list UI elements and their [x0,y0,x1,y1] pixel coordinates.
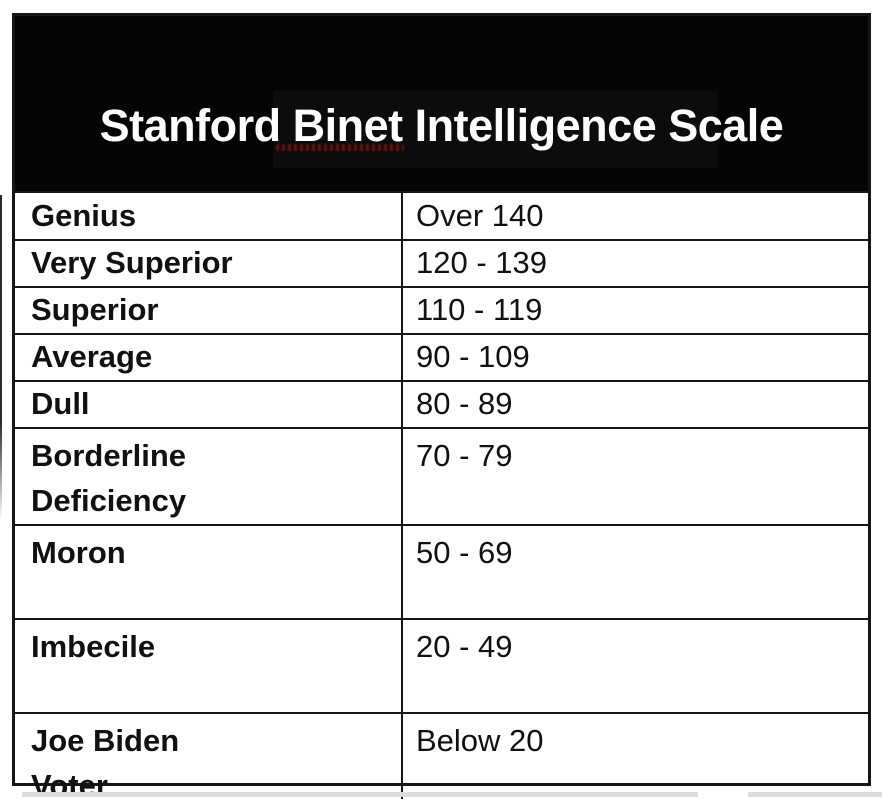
table-row: Average 90 - 109 [15,333,868,380]
table-row: Dull 80 - 89 [15,380,868,427]
table-row: Joe Biden Voter Below 20 [15,711,868,799]
iq-range-value: 50 - 69 [401,525,868,618]
classification-label: Borderline Deficiency [31,438,187,518]
classification-label: Imbecile [31,628,156,664]
iq-range-value: 120 - 139 [401,241,868,286]
classification-label: Genius [31,197,137,233]
classification-label: Moron [31,534,126,570]
table-row: Genius Over 140 [15,191,868,239]
title-banner: Stanford Binet Intelligence Scale [15,16,868,191]
bottom-edge-artifact [748,792,882,797]
iq-range-value: Over 140 [401,193,868,239]
iq-range-value: 80 - 89 [401,382,868,427]
table-row: Superior 110 - 119 [15,286,868,333]
iq-range-value: 90 - 109 [401,335,868,380]
table-row: Very Superior 120 - 139 [15,239,868,286]
table-frame: Stanford Binet Intelligence Scale Genius… [12,13,871,799]
watermark-artifact [276,144,404,151]
table-row: Moron 50 - 69 [15,523,868,618]
classification-label: Joe Biden Voter [31,722,180,799]
table-row: Imbecile 20 - 49 [15,617,868,712]
iq-range-value: Below 20 [401,713,868,799]
classification-label: Superior [31,292,159,328]
classification-label: Average [31,339,153,375]
iq-range-value: 20 - 49 [401,619,868,712]
title-banner-artifact [273,91,718,168]
bottom-edge-artifact [22,792,698,797]
page-title: Stanford Binet Intelligence Scale [99,99,784,151]
iq-range-value: 70 - 79 [401,429,868,524]
table-row: Borderline Deficiency 70 - 79 [15,427,868,524]
iq-range-value: 110 - 119 [401,288,868,333]
classification-label: Dull [31,386,90,422]
left-edge-artifact [0,195,2,520]
classification-label: Very Superior [31,245,233,281]
